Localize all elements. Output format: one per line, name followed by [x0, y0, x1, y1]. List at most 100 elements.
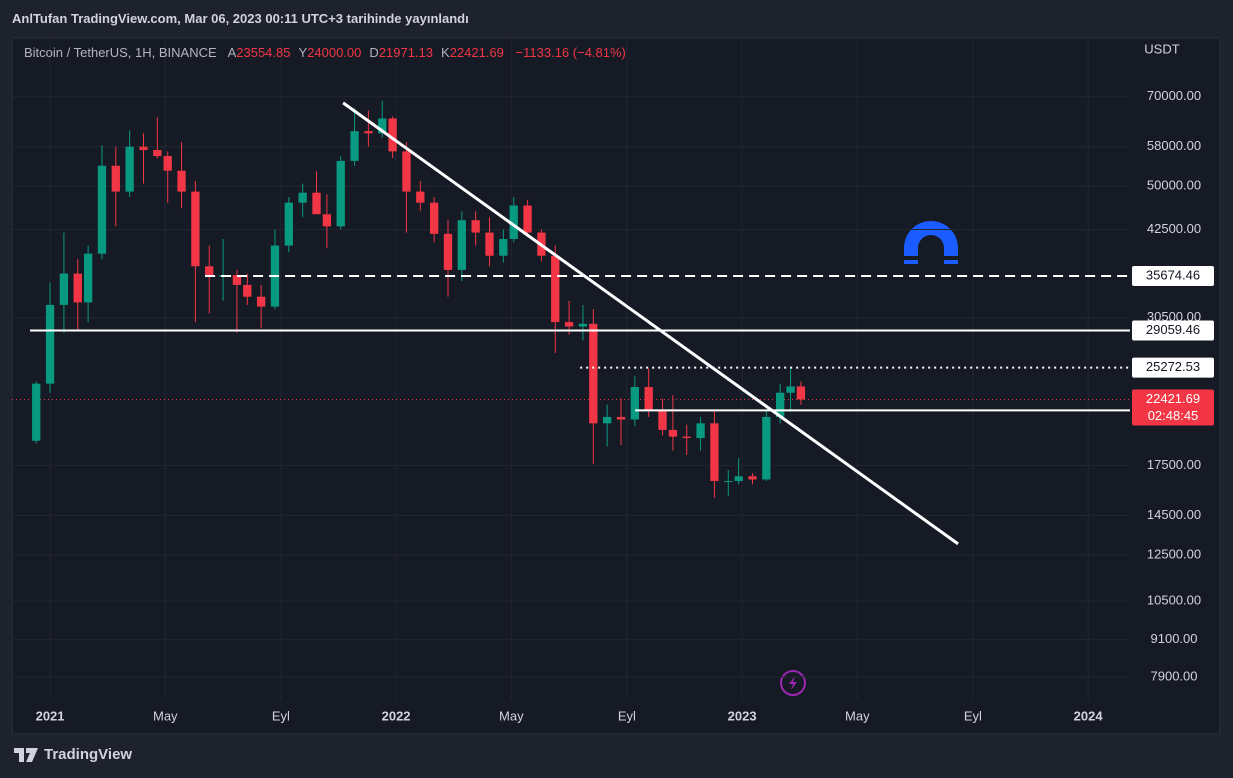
level-label: 29059.46	[1146, 322, 1200, 337]
icon-bolt	[789, 676, 797, 690]
y-tick-label: 17500.00	[1147, 457, 1201, 472]
candle-body	[322, 214, 332, 227]
y-tick-label: 7900.00	[1151, 668, 1198, 683]
y-tick-label: 70000.00	[1147, 88, 1201, 103]
candle-body	[589, 323, 598, 424]
x-tick-label: 2022	[382, 708, 411, 723]
candle-body	[125, 146, 134, 192]
ohlc-value: 22421.69	[449, 45, 504, 60]
candle-body	[312, 192, 321, 215]
candle-body	[83, 253, 93, 303]
candle-body	[153, 149, 162, 157]
brand-name: TradingView	[44, 746, 133, 763]
x-tick-label: Eyl	[272, 708, 290, 723]
candle-body	[682, 436, 691, 439]
magnet-icon	[904, 221, 958, 264]
icon-ring	[780, 670, 806, 696]
candle-body	[443, 233, 453, 270]
price-box	[1132, 389, 1214, 426]
y-tick-label: 9100.00	[1151, 631, 1198, 646]
candle-body	[796, 386, 806, 400]
candle-body	[710, 423, 719, 482]
ohlc-label: D	[369, 45, 379, 60]
candle-body	[658, 410, 667, 430]
candle-body	[350, 131, 359, 161]
y-tick-label: 10500.00	[1147, 593, 1201, 608]
trend-line	[342, 101, 959, 546]
magnet-stripe	[944, 256, 958, 260]
symbol: Bitcoin / TetherUS, 1H, BINANCE	[24, 45, 217, 60]
candle-body	[776, 392, 785, 417]
x-tick-label: May	[845, 708, 870, 723]
ohlc: A23554.85 Y24000.00 D21971.13 K22421.69	[228, 45, 512, 60]
x-tick-label: Eyl	[618, 708, 636, 723]
brand: TradingView	[14, 746, 132, 763]
x-tick-label: 2021	[36, 708, 65, 723]
ohlc-value: 24000.00	[307, 45, 362, 60]
candle-body	[59, 273, 69, 305]
candle-body	[499, 239, 508, 256]
y-tick-label: 42500.00	[1147, 221, 1201, 236]
x-tick-label: 2024	[1074, 708, 1104, 723]
publish-header: AnlTufan TradingView.com, Mar 06, 2023 0…	[12, 11, 469, 26]
candle-body	[298, 192, 307, 203]
logo-shape	[14, 747, 38, 762]
candle-body	[748, 476, 757, 480]
lightning-icon	[780, 670, 806, 696]
y-tick-label: 58000.00	[1147, 138, 1201, 153]
ohlc-value: 21971.13	[378, 45, 434, 60]
candle-body	[578, 323, 588, 327]
countdown: 02:48:45	[1148, 408, 1199, 423]
candle-body	[630, 387, 639, 420]
candle-body	[457, 220, 466, 270]
magnet-stripe	[904, 256, 918, 260]
candle-body	[429, 202, 439, 234]
candle-body	[762, 416, 771, 480]
candle-body	[668, 429, 678, 437]
ohlc-label: Y	[298, 45, 308, 60]
y-tick-label: 12500.00	[1147, 546, 1201, 561]
last-price-label: 22421.69	[1146, 391, 1200, 406]
brand-logo	[14, 747, 38, 762]
candle-body	[378, 118, 387, 134]
candle-body	[205, 266, 214, 277]
candle-body	[139, 146, 148, 150]
candle-body	[388, 118, 397, 152]
candle-body	[191, 191, 200, 267]
candle-body	[364, 131, 373, 134]
magnet-shape	[904, 221, 958, 264]
candle-body	[471, 220, 480, 233]
ohlc-label: K	[441, 45, 450, 60]
grid	[12, 38, 1130, 700]
ohlc-value: 23554.85	[236, 45, 291, 60]
candle-body	[284, 202, 293, 246]
candle-body	[551, 255, 560, 323]
candle-body	[485, 232, 494, 256]
level-label-box	[1132, 357, 1214, 378]
symbol-legend: Bitcoin / TetherUS, 1H, BINANCE A23554.8…	[24, 45, 634, 60]
y-tick-label: 14500.00	[1147, 507, 1201, 522]
candle-body	[336, 160, 345, 227]
candle-body	[111, 165, 120, 192]
candle-body	[416, 191, 425, 203]
x-tick-label: Eyl	[964, 708, 982, 723]
candle-body	[616, 416, 626, 420]
candle-body	[32, 383, 41, 441]
candle-body	[603, 416, 612, 424]
candle-body	[786, 386, 795, 393]
candle-body	[724, 481, 733, 483]
candle-body	[256, 296, 266, 307]
level-label-box	[1132, 266, 1214, 287]
candle-body	[97, 165, 107, 254]
candle-body	[232, 275, 242, 285]
y-tick-label: 30500.00	[1147, 309, 1201, 324]
candle-body	[45, 304, 55, 384]
candle-body	[696, 423, 705, 439]
currency-label: USDT	[1144, 41, 1179, 56]
candle-body	[163, 156, 172, 171]
change: −1133.16 (−4.81%)	[515, 45, 626, 60]
x-tick-label: May	[153, 708, 178, 723]
y-tick-label: 50000.00	[1147, 178, 1201, 193]
